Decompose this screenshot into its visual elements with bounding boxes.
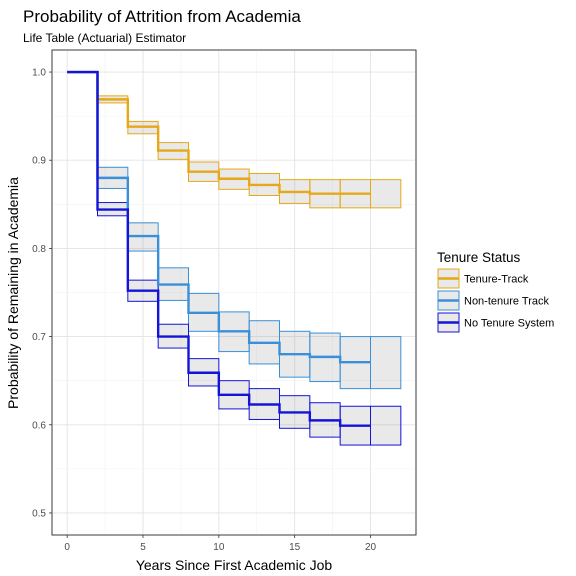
x-tick-label: 15	[289, 542, 301, 553]
legend-label: Non-tenure Track	[464, 296, 549, 308]
x-tick-label: 20	[365, 542, 377, 553]
confidence-band	[370, 336, 402, 390]
x-tick-label: 0	[64, 542, 70, 553]
survival-line	[67, 70, 371, 427]
y-tick-label: 0.6	[32, 420, 46, 431]
x-axis-title: Years Since First Academic Job	[136, 557, 333, 573]
y-tick-label: 1.0	[32, 68, 46, 79]
survival-line	[67, 70, 371, 195]
chart-subtitle: Life Table (Actuarial) Estimator	[23, 31, 186, 45]
legend-title: Tenure Status	[437, 250, 521, 265]
y-tick-label: 0.5	[32, 508, 46, 519]
x-tick-label: 5	[140, 542, 146, 553]
chart-title: Probability of Attrition from Academia	[23, 7, 301, 26]
y-tick-label: 0.9	[32, 156, 46, 167]
y-axis-ticks: 0.5 0.6 0.7 0.8 0.9 1.0	[32, 68, 52, 519]
y-axis-title: Probability of Remaining in Academia	[5, 177, 21, 409]
y-tick-label: 0.7	[32, 332, 46, 343]
confidence-band	[370, 179, 402, 209]
legend-items: Tenure-Track Non-tenure Track No Tenure Sy…	[437, 268, 554, 333]
x-axis-ticks: 0 5 10 15 20	[64, 535, 376, 553]
legend-label: Tenure-Track	[464, 274, 529, 286]
plot-border	[51, 49, 417, 536]
legend-label: No Tenure System	[464, 318, 554, 330]
confidence-band	[370, 405, 402, 446]
survival-line	[67, 70, 371, 364]
survival-steps	[67, 70, 371, 427]
y-tick-label: 0.8	[32, 244, 46, 255]
x-tick-label: 10	[213, 542, 225, 553]
grid-lines	[52, 50, 416, 535]
legend: Tenure Status Tenure-Track Non-tenure Tra…	[437, 250, 554, 333]
